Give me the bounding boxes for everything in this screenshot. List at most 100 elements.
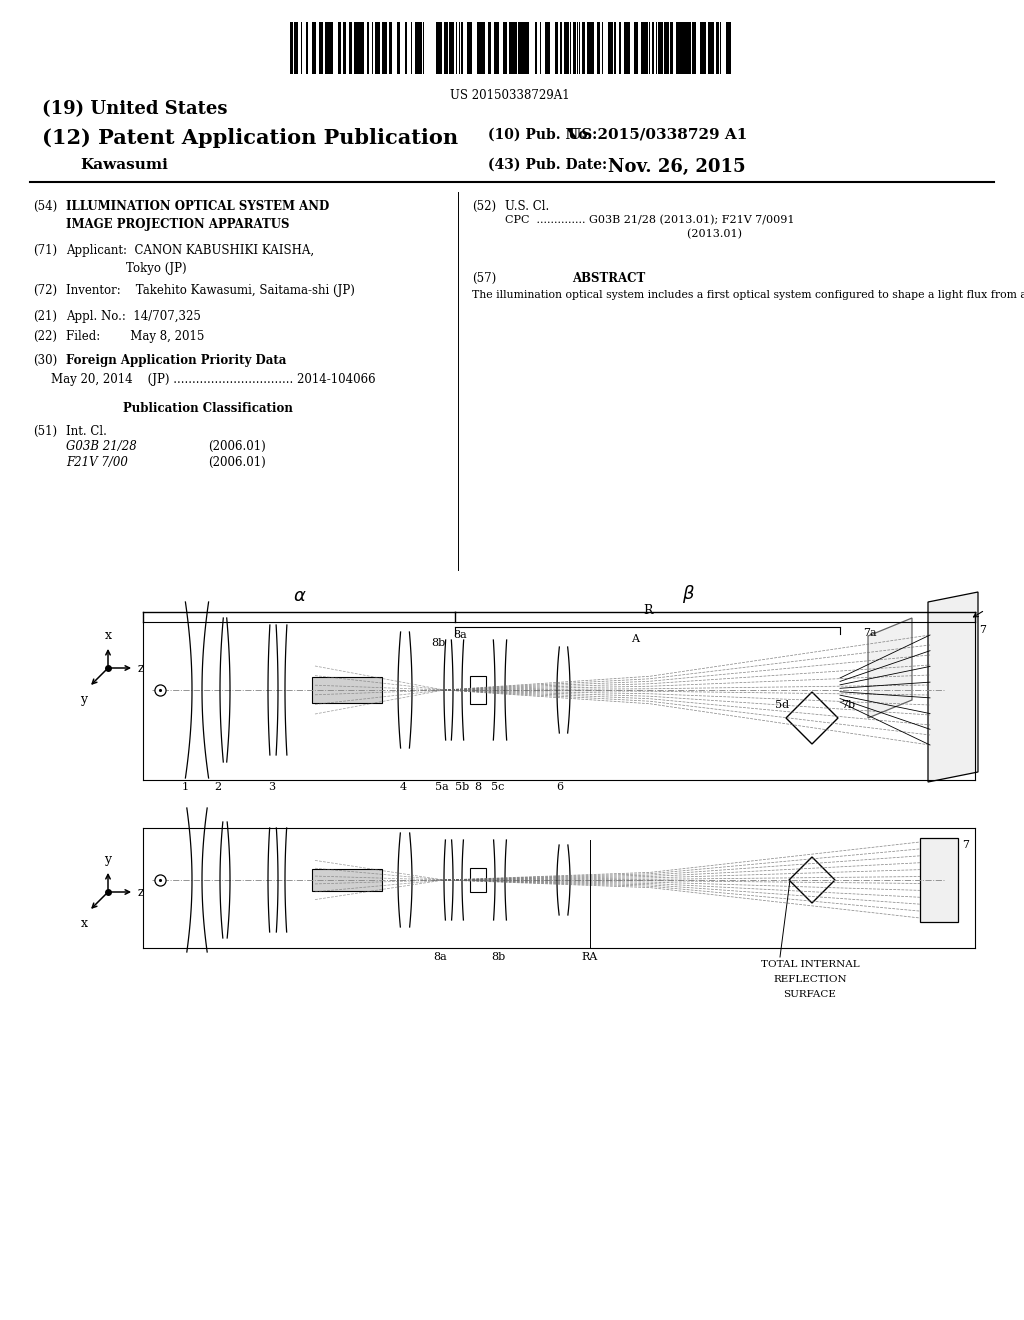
Bar	[419, 22, 421, 74]
Bar	[706, 22, 708, 74]
Text: F21V 7/00: F21V 7/00	[66, 455, 128, 469]
Bar	[317, 22, 319, 74]
Text: 2: 2	[214, 781, 221, 792]
Bar	[331, 22, 333, 74]
Bar	[389, 22, 391, 74]
Bar	[325, 22, 328, 74]
Bar	[724, 22, 726, 74]
Polygon shape	[920, 838, 958, 921]
Text: ABSTRACT: ABSTRACT	[572, 272, 645, 285]
Bar	[463, 22, 465, 74]
Bar	[689, 22, 691, 74]
Bar	[432, 22, 435, 74]
Bar	[323, 22, 325, 74]
Bar	[470, 869, 486, 892]
Bar	[451, 22, 454, 74]
Text: 7b: 7b	[841, 700, 855, 710]
Text: 8a: 8a	[454, 630, 467, 640]
Text: Int. Cl.: Int. Cl.	[66, 425, 106, 438]
Bar	[474, 22, 477, 74]
Bar	[364, 22, 366, 74]
Bar	[527, 22, 529, 74]
Text: 1: 1	[181, 781, 188, 792]
Bar	[440, 22, 442, 74]
Bar	[442, 22, 444, 74]
Bar	[585, 22, 587, 74]
Bar	[465, 22, 467, 74]
Bar	[708, 22, 711, 74]
Text: y: y	[81, 693, 88, 706]
Bar	[360, 22, 362, 74]
Bar	[635, 22, 638, 74]
Text: 6: 6	[556, 781, 563, 792]
Polygon shape	[868, 618, 912, 718]
Bar	[638, 22, 640, 74]
Bar	[671, 22, 673, 74]
Text: (2006.01): (2006.01)	[208, 440, 266, 453]
Bar	[500, 22, 503, 74]
Text: RA: RA	[582, 952, 598, 962]
Bar	[534, 22, 535, 74]
Text: 8b: 8b	[431, 638, 445, 648]
Bar	[512, 22, 515, 74]
Bar	[426, 22, 428, 74]
Bar	[515, 22, 517, 74]
Text: (54): (54)	[33, 201, 57, 213]
Text: TOTAL INTERNAL: TOTAL INTERNAL	[761, 960, 859, 969]
Text: The illumination optical system includes a first optical system configured to sh: The illumination optical system includes…	[472, 290, 1024, 300]
Bar	[616, 22, 618, 74]
Polygon shape	[786, 692, 838, 744]
Bar	[380, 22, 382, 74]
Polygon shape	[790, 857, 835, 903]
Bar	[482, 22, 484, 74]
Text: 8b: 8b	[490, 952, 505, 962]
Bar	[703, 22, 705, 74]
Bar	[580, 22, 582, 74]
Text: Applicant:  CANON KABUSHIKI KAISHA,
                Tokyo (JP): Applicant: CANON KABUSHIKI KAISHA, Tokyo…	[66, 244, 314, 275]
Text: $\beta$: $\beta$	[682, 583, 694, 605]
Bar	[664, 22, 666, 74]
Bar	[729, 22, 731, 74]
Bar	[504, 22, 507, 74]
Bar	[550, 22, 552, 74]
Text: 5b: 5b	[455, 781, 469, 792]
Bar	[310, 22, 312, 74]
Bar	[490, 22, 494, 74]
Bar	[496, 22, 499, 74]
Bar	[614, 22, 616, 74]
Text: U.S. Cl.: U.S. Cl.	[505, 201, 549, 213]
Bar	[378, 22, 380, 74]
Bar	[597, 22, 600, 74]
Text: Kawasumi: Kawasumi	[80, 158, 168, 172]
Bar	[543, 22, 545, 74]
Bar	[541, 22, 543, 74]
Bar	[303, 22, 305, 74]
Bar	[457, 22, 459, 74]
Bar	[454, 22, 456, 74]
Polygon shape	[928, 591, 978, 781]
Bar	[654, 22, 656, 74]
Bar	[698, 22, 700, 74]
Bar	[560, 22, 562, 74]
Bar	[480, 22, 482, 74]
Text: REFLECTION: REFLECTION	[773, 975, 847, 983]
Bar	[529, 22, 532, 74]
Bar	[394, 22, 397, 74]
Bar	[686, 22, 688, 74]
Bar	[680, 22, 682, 74]
Bar	[369, 22, 372, 74]
Bar	[349, 22, 352, 74]
Bar	[564, 22, 567, 74]
Bar	[328, 22, 331, 74]
Text: 8: 8	[474, 781, 481, 792]
Text: ILLUMINATION OPTICAL SYSTEM AND
IMAGE PROJECTION APPARATUS: ILLUMINATION OPTICAL SYSTEM AND IMAGE PR…	[66, 201, 330, 231]
Bar	[477, 22, 480, 74]
Bar	[548, 22, 550, 74]
Bar	[523, 22, 525, 74]
Bar	[486, 22, 488, 74]
Bar	[609, 22, 611, 74]
Text: Appl. No.:  14/707,325: Appl. No.: 14/707,325	[66, 310, 201, 323]
Bar	[424, 22, 426, 74]
Bar	[606, 22, 608, 74]
Bar	[341, 22, 343, 74]
